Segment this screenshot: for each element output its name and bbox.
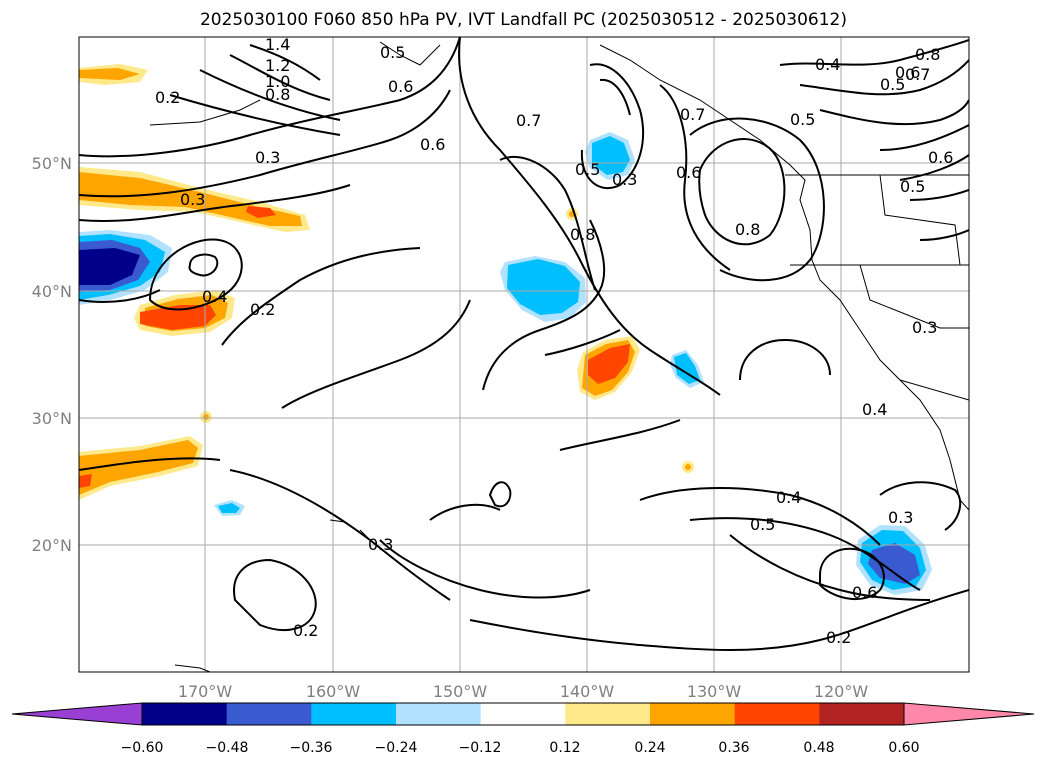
colorbar-segment: [311, 703, 397, 725]
colorbar-segment: [142, 703, 228, 725]
lon-label: 120°W: [814, 682, 869, 701]
contour-label: 0.5: [790, 110, 815, 129]
contour-label: 0.2: [826, 628, 851, 647]
colorbar-tick: 0.36: [718, 740, 749, 756]
contour-label: 0.5: [380, 43, 405, 62]
colorbar-extend-high: [904, 703, 1034, 725]
contour-label: 0.7: [516, 111, 541, 130]
lon-labels: 170°W 160°W 150°W 140°W 130°W 120°W: [178, 682, 869, 701]
contour-label: 0.3: [888, 508, 913, 527]
lat-labels: 50°N 40°N 30°N 20°N: [32, 154, 72, 555]
contour-label: 1.0: [265, 72, 290, 91]
contour-label: 0.4: [202, 287, 227, 306]
colorbar-tick: −0.36: [290, 740, 333, 756]
contour-label: 0.7: [680, 105, 705, 124]
contour-label: 0.3: [368, 535, 393, 554]
map-title: 2025030100 F060 850 hPa PV, IVT Landfall…: [199, 10, 847, 30]
colorbar-segment: [226, 703, 312, 725]
contour-label: 0.6: [388, 77, 413, 96]
contour-labels: 1.4 1.2 1.0 0.8 0.5 0.6 0.2 0.3 0.3 0.4 …: [155, 35, 953, 647]
colorbar-tick: −0.60: [121, 740, 164, 756]
colorbar-tick: 0.12: [549, 740, 580, 756]
colorbar-segment: [650, 703, 736, 725]
colorbar-tick: 0.48: [803, 740, 834, 756]
lon-label: 140°W: [560, 682, 615, 701]
graticule: [79, 37, 969, 672]
contour-label: 0.3: [912, 318, 937, 337]
lat-label: 40°N: [32, 282, 72, 301]
contour-label: 0.6: [420, 135, 445, 154]
colorbar: −0.60 −0.48 −0.36 −0.24 −0.12 0.12 0.24 …: [11, 702, 1035, 756]
contour-label: 0.3: [180, 190, 205, 209]
colorbar-tick: −0.24: [375, 740, 418, 756]
pv-contours: [79, 37, 969, 651]
colorbar-segment: [734, 703, 820, 725]
lat-label: 30°N: [32, 409, 72, 428]
contour-label: 0.8: [735, 220, 760, 239]
contour-label: 1.2: [265, 56, 290, 75]
contour-label: 0.8: [915, 45, 940, 64]
contour-label: 0.8: [265, 85, 290, 104]
colorbar-segment: [565, 703, 651, 725]
colorbar-segments: [12, 703, 1034, 725]
colorbar-extend-low: [12, 703, 142, 725]
lon-label: 150°W: [433, 682, 488, 701]
contour-label: 0.5: [750, 515, 775, 534]
contour-label: 1.4: [265, 35, 290, 54]
lon-label: 170°W: [178, 682, 233, 701]
contour-label: 0.4: [862, 400, 887, 419]
contour-label: 0.2: [250, 300, 275, 319]
colorbar-tick: 0.60: [888, 740, 919, 756]
lon-label: 160°W: [306, 682, 361, 701]
contour-label: 0.5: [900, 177, 925, 196]
contour-label: 0.4: [776, 488, 801, 507]
contour-label: 0.4: [815, 55, 840, 74]
pv-shading: [79, 64, 932, 595]
colorbar-tick: 0.24: [634, 740, 665, 756]
contour-label: 0.6: [676, 163, 701, 182]
contour-label: 0.3: [255, 148, 280, 167]
contour-label: 0.3: [612, 170, 637, 189]
lat-label: 50°N: [32, 154, 72, 173]
colorbar-ticks: −0.60 −0.48 −0.36 −0.24 −0.12 0.12 0.24 …: [121, 740, 920, 756]
colorbar-segment: [819, 703, 905, 725]
colorbar-segment: [480, 703, 566, 725]
contour-label: 0.5: [880, 75, 905, 94]
map-panel: 1.4 1.2 1.0 0.8 0.5 0.6 0.2 0.3 0.3 0.4 …: [79, 35, 969, 672]
contour-label: 0.7: [905, 65, 930, 84]
contour-label: 0.2: [293, 621, 318, 640]
colorbar-segment: [396, 703, 482, 725]
colorbar-tick: −0.12: [459, 740, 502, 756]
colorbar-tick: −0.48: [206, 740, 249, 756]
lat-label: 20°N: [32, 536, 72, 555]
contour-label: 0.2: [155, 88, 180, 107]
lon-label: 130°W: [687, 682, 742, 701]
contour-label: 0.8: [570, 225, 595, 244]
contour-label: 0.6: [928, 148, 953, 167]
contour-label: 0.6: [895, 63, 920, 82]
contour-label: 0.5: [575, 160, 600, 179]
contour-label: 0.6: [852, 583, 877, 602]
colorbar-frame: [141, 702, 905, 726]
map-frame: [78, 36, 970, 673]
